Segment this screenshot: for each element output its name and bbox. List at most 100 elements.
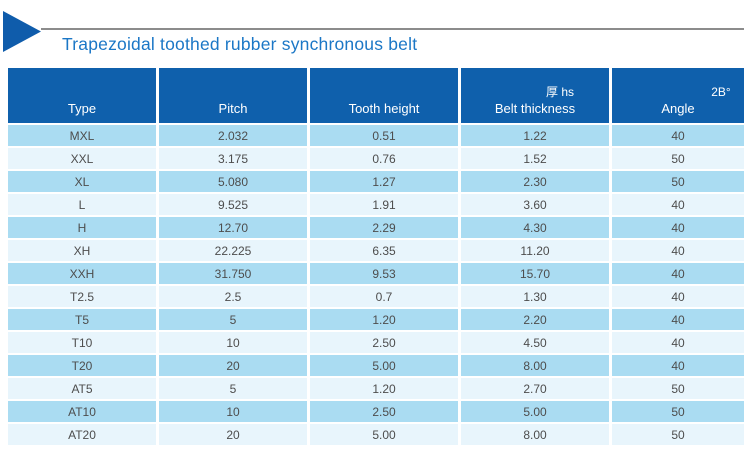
table-cell: 1.22	[461, 125, 609, 146]
table-cell: 20	[159, 355, 307, 376]
column-header-label: Tooth height	[348, 101, 420, 116]
column-header-pitch: Pitch	[159, 68, 307, 123]
table-cell: 0.76	[310, 148, 458, 169]
table-cell: 40	[612, 355, 744, 376]
table-cell: 9.53	[310, 263, 458, 284]
table-cell: 40	[612, 125, 744, 146]
table-cell: AT10	[8, 401, 156, 422]
table-cell: 40	[612, 240, 744, 261]
table-cell: 50	[612, 171, 744, 192]
table-cell: T2.5	[8, 286, 156, 307]
table-cell: 10	[159, 401, 307, 422]
table-cell: 2.20	[461, 309, 609, 330]
pointer-triangle-icon	[3, 11, 41, 52]
table-cell: 40	[612, 194, 744, 215]
table-cell: 10	[159, 332, 307, 353]
table-header-row: Type Pitch Tooth height 厚 hs Belt thickn…	[8, 68, 744, 123]
table-cell: 0.7	[310, 286, 458, 307]
table-cell: XH	[8, 240, 156, 261]
table-cell: AT20	[8, 424, 156, 445]
table-row: T2.5 2.5 0.7 1.30 40	[8, 286, 744, 307]
table-row: XXL 3.175 0.76 1.52 50	[8, 148, 744, 169]
table-cell: 5	[159, 378, 307, 399]
table-row: XL 5.080 1.27 2.30 50	[8, 171, 744, 192]
table-cell: 4.30	[461, 217, 609, 238]
table-cell: 40	[612, 217, 744, 238]
table-body: MXL 2.032 0.51 1.22 40 XXL 3.175 0.76 1.52 50 XL 5.…	[8, 125, 744, 445]
table-cell: 2.70	[461, 378, 609, 399]
column-subheader	[310, 84, 458, 101]
page-title: Trapezoidal toothed rubber synchronous b…	[62, 34, 418, 54]
table-cell: T20	[8, 355, 156, 376]
table-row: XXH 31.750 9.53 15.70 40	[8, 263, 744, 284]
table-cell: L	[8, 194, 156, 215]
column-subheader: 2B°	[711, 85, 731, 99]
table-cell: 3.175	[159, 148, 307, 169]
table-cell: 5.00	[310, 424, 458, 445]
table-row: H 12.70 2.29 4.30 40	[8, 217, 744, 238]
table-cell: 22.225	[159, 240, 307, 261]
table-cell: XL	[8, 171, 156, 192]
table-cell: 9.525	[159, 194, 307, 215]
table-cell: T5	[8, 309, 156, 330]
table-cell: MXL	[8, 125, 156, 146]
table-cell: 5.00	[461, 401, 609, 422]
table-cell: 2.30	[461, 171, 609, 192]
table-cell: 5	[159, 309, 307, 330]
table-cell: 5.00	[310, 355, 458, 376]
column-header-label: Belt thickness	[494, 101, 576, 116]
column-subheader	[159, 84, 307, 101]
table-cell: 40	[612, 332, 744, 353]
table-cell: 0.51	[310, 125, 458, 146]
table-cell: 8.00	[461, 355, 609, 376]
column-header-tooth-height: Tooth height	[310, 68, 458, 123]
table-row: AT5 5 1.20 2.70 50	[8, 378, 744, 399]
table-row: MXL 2.032 0.51 1.22 40	[8, 125, 744, 146]
table-row: AT20 20 5.00 8.00 50	[8, 424, 744, 445]
table-row: XH 22.225 6.35 11.20 40	[8, 240, 744, 261]
title-rule-line	[41, 28, 744, 30]
table-cell: XXL	[8, 148, 156, 169]
column-header-label: Pitch	[218, 101, 248, 116]
table-cell: 8.00	[461, 424, 609, 445]
table-cell: 40	[612, 309, 744, 330]
table-cell: 1.30	[461, 286, 609, 307]
table-cell: 31.750	[159, 263, 307, 284]
table-cell: 11.20	[461, 240, 609, 261]
table-row: T10 10 2.50 4.50 40	[8, 332, 744, 353]
table-cell: 12.70	[159, 217, 307, 238]
column-header-type: Type	[8, 68, 156, 123]
table-cell: 40	[612, 286, 744, 307]
table-cell: 1.91	[310, 194, 458, 215]
table-cell: 5.080	[159, 171, 307, 192]
table-row: L 9.525 1.91 3.60 40	[8, 194, 744, 215]
table-cell: 40	[612, 263, 744, 284]
table-cell: H	[8, 217, 156, 238]
table-row: T5 5 1.20 2.20 40	[8, 309, 744, 330]
table-cell: 1.20	[310, 309, 458, 330]
table-cell: 50	[612, 378, 744, 399]
table-cell: 6.35	[310, 240, 458, 261]
table-cell: 1.52	[461, 148, 609, 169]
table-cell: T10	[8, 332, 156, 353]
table-row: AT10 10 2.50 5.00 50	[8, 401, 744, 422]
table-cell: 3.60	[461, 194, 609, 215]
column-header-belt-thickness: 厚 hs Belt thickness	[461, 68, 609, 123]
table-cell: 2.50	[310, 332, 458, 353]
table-row: T20 20 5.00 8.00 40	[8, 355, 744, 376]
column-subheader	[8, 84, 156, 101]
table-cell: 1.27	[310, 171, 458, 192]
table-cell: 20	[159, 424, 307, 445]
column-header-angle: 2B° Angle	[612, 68, 744, 123]
table-cell: 2.29	[310, 217, 458, 238]
table-cell: 50	[612, 401, 744, 422]
table-cell: 2.032	[159, 125, 307, 146]
table-cell: 1.20	[310, 378, 458, 399]
table-cell: 4.50	[461, 332, 609, 353]
table-cell: AT5	[8, 378, 156, 399]
column-header-label: Angle	[661, 101, 695, 116]
table-cell: 50	[612, 148, 744, 169]
table-cell: 2.50	[310, 401, 458, 422]
spec-table: Type Pitch Tooth height 厚 hs Belt thickn…	[8, 68, 744, 447]
